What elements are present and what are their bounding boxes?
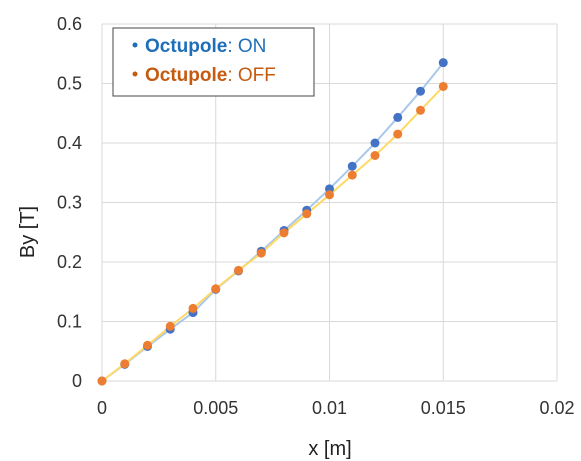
x-tick-label: 0.01 [312, 398, 347, 418]
legend: Octupole: ON Octupole: OFF [112, 27, 315, 97]
x-tick-label: 0.02 [539, 398, 574, 418]
x-tick-label: 0.015 [421, 398, 466, 418]
legend-entry-off-bold: Octupole [145, 65, 227, 86]
data-points [97, 58, 448, 386]
data-point-series-0 [370, 138, 380, 148]
data-point-series-1 [370, 150, 380, 160]
legend-entry-on: Octupole: ON [145, 36, 266, 57]
data-point-series-0 [416, 86, 425, 96]
y-tick-label: 0 [72, 371, 82, 391]
data-point-series-1 [143, 340, 152, 350]
x-axis-tick-labels: 0 0.005 0.01 0.015 0.02 [97, 398, 575, 418]
y-tick-label: 0.1 [57, 312, 82, 332]
data-point-series-0 [393, 112, 403, 122]
legend-box [112, 27, 315, 97]
legend-entry-on-bold: Octupole [145, 36, 227, 57]
x-tick-label: 0.005 [193, 398, 238, 418]
y-tick-label: 0.4 [57, 133, 82, 153]
data-point-series-1 [165, 321, 175, 331]
data-point-series-1 [347, 170, 357, 180]
data-point-series-1 [393, 129, 403, 139]
trendline-series-1 [101, 85, 445, 382]
y-tick-label: 0.5 [57, 74, 82, 94]
data-point-series-1 [97, 376, 107, 386]
data-point-series-0 [347, 161, 357, 171]
x-axis-title: x [m] [308, 438, 351, 460]
trendline-series-0 [101, 62, 445, 382]
data-point-series-1 [211, 284, 221, 294]
data-point-series-1 [256, 248, 266, 258]
legend-entry-on-rest: : ON [227, 36, 266, 57]
data-point-series-1 [234, 265, 243, 275]
trendlines [101, 62, 445, 382]
data-point-series-1 [302, 209, 312, 219]
data-point-series-1 [279, 228, 289, 238]
legend-marker-off [132, 71, 138, 77]
legend-marker-on [132, 42, 138, 48]
legend-entry-off: Octupole: OFF [145, 65, 276, 86]
y-tick-label: 0.2 [57, 252, 82, 272]
data-point-series-0 [438, 58, 448, 68]
data-point-series-1 [120, 359, 130, 369]
data-point-series-1 [325, 190, 334, 200]
y-tick-label: 0.3 [57, 193, 82, 213]
y-axis-tick-labels: 0 0.1 0.2 0.3 0.4 0.5 0.6 [57, 14, 82, 391]
data-point-series-1 [438, 81, 448, 91]
legend-entry-off-rest: : OFF [227, 65, 276, 86]
data-point-series-1 [188, 303, 198, 313]
x-tick-label: 0 [97, 398, 107, 418]
data-point-series-1 [416, 105, 425, 115]
y-axis-title: By [T] [17, 206, 39, 258]
y-tick-label: 0.6 [57, 14, 82, 34]
